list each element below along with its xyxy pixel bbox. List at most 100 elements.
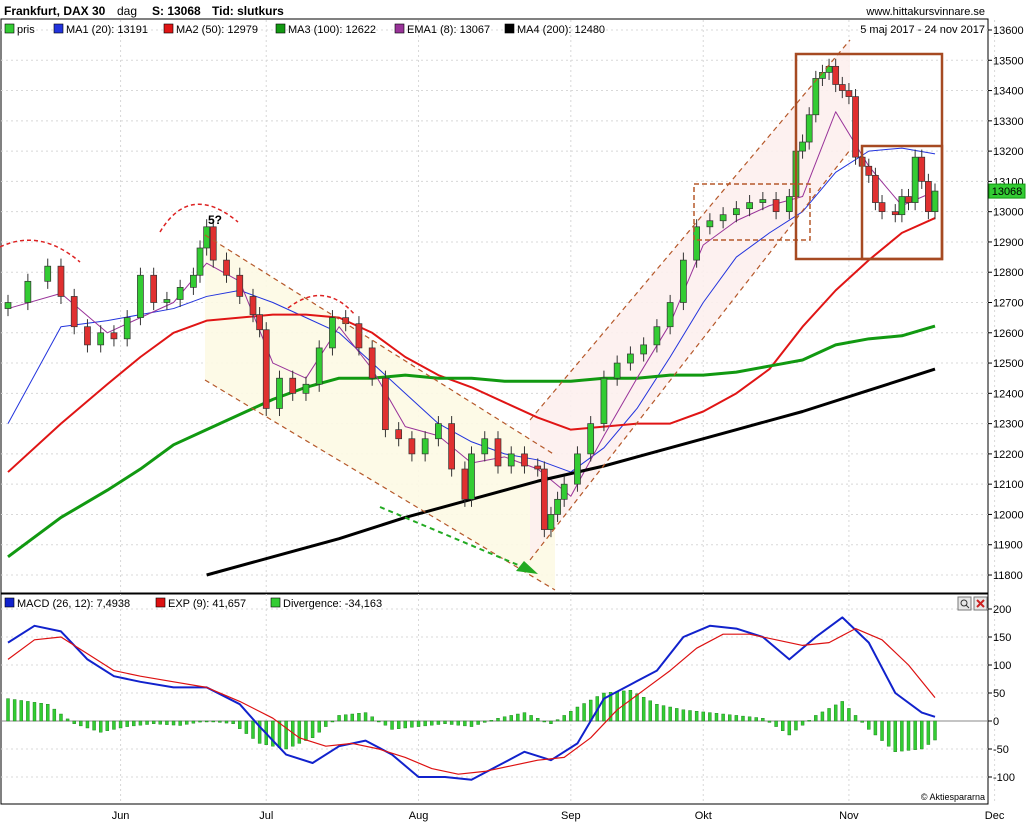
legend-swatch [155,597,166,608]
divergence-bar [224,720,229,724]
legend-swatch [504,23,515,34]
candle-up [24,280,32,303]
divergence-bar [383,720,388,726]
arc-1 [0,239,81,263]
divergence-bar [52,708,57,722]
divergence-bar [628,690,633,722]
legend-label: pris [17,24,35,36]
legend-label: MA1 (20): 13191 [66,24,148,36]
price-tick-label: 13500 [993,55,1024,67]
arc-2 [159,203,239,233]
divergence-bar [59,713,63,722]
macd-tick-label: -50 [993,744,1009,756]
divergence-bar [608,692,613,722]
divergence-bar [728,714,732,722]
price-tick-label: 12300 [993,419,1024,431]
candle-down [249,296,257,315]
legend-swatch [163,23,174,34]
divergence-bar [370,716,374,722]
candle-up [97,332,105,346]
divergence-bar [767,720,772,723]
candle-down [772,199,780,213]
divergence-bar [343,714,348,722]
candle-up [302,383,310,394]
close-icon[interactable] [973,596,988,611]
divergence-bar [304,720,308,741]
divergence-bar [602,692,606,722]
divergence-bar [416,720,421,727]
candle-up [666,302,674,328]
divergence-bar [774,720,778,727]
candle-up [613,362,621,379]
candle-down [223,259,230,276]
price-tick-label: 13000 [993,207,1024,219]
candle-up [137,274,144,318]
divergence-bar [714,713,719,722]
divergence-bar [430,720,434,726]
candle-up [812,78,820,116]
divergence-bar [145,720,149,725]
candle-up [640,344,648,355]
divergence-bar [661,705,666,722]
month-label: Dec [985,810,1005,822]
zoom-icon[interactable] [957,596,972,611]
divergence-bar [476,720,480,725]
divergence-bar [423,720,427,727]
divergence-bar [747,716,752,722]
divergence-bar [257,720,262,744]
divergence-bar [734,715,739,722]
candle-up [203,226,210,249]
divergence-bar [814,715,818,722]
divergence-bar [317,720,321,733]
candle-up [680,259,687,303]
candle-down [461,468,469,500]
candle-down [382,377,389,431]
divergence-bar [132,720,136,727]
legend-swatch [394,23,405,34]
divergence-bar [39,703,43,722]
divergence-bar [65,718,70,722]
divergence-bar [675,708,679,722]
divergence-bar [688,710,692,722]
month-label: Jun [112,810,130,822]
candle-down [355,323,363,349]
divergence-bar [522,712,527,722]
divergence-bar [569,711,573,722]
candle-down [209,226,217,261]
candle-up [653,326,661,346]
green-trend-arrow-line [379,506,531,571]
candle-down [918,156,926,182]
site-label: www.hittakursvinnare.se [865,6,985,18]
divergence-bar [867,720,871,730]
divergence-bar [449,720,454,725]
divergence-bar [847,708,851,722]
candle-down [408,438,416,455]
month-label: Jul [259,810,273,822]
price-tick-label: 12600 [993,328,1024,340]
divergence-bar [827,708,831,722]
candle-down [395,429,403,440]
divergence-bar [489,720,494,722]
divergence-bar [873,720,878,736]
candle-down [852,96,859,158]
candle-up [276,377,283,409]
divergence-bar [681,709,686,722]
divergence-bar [46,704,50,722]
candle-up [746,202,753,209]
divergence-bar [555,719,560,722]
divergence-bar [390,720,394,730]
candle-down [256,314,263,331]
candle-up [931,190,939,213]
candle-down [57,265,65,297]
legend-label: MACD (26, 12): 7,4938 [17,598,130,610]
divergence-bar [396,720,401,729]
price-tick-label: 13400 [993,86,1024,98]
candle-up [554,498,561,515]
divergence-bar [231,720,235,724]
divergence-bar [198,720,202,723]
divergence-bar [191,720,196,724]
divergence-bar [655,704,659,722]
candle-up [163,299,171,303]
candle-up [196,247,204,276]
macd-tick-label: 50 [993,688,1005,700]
